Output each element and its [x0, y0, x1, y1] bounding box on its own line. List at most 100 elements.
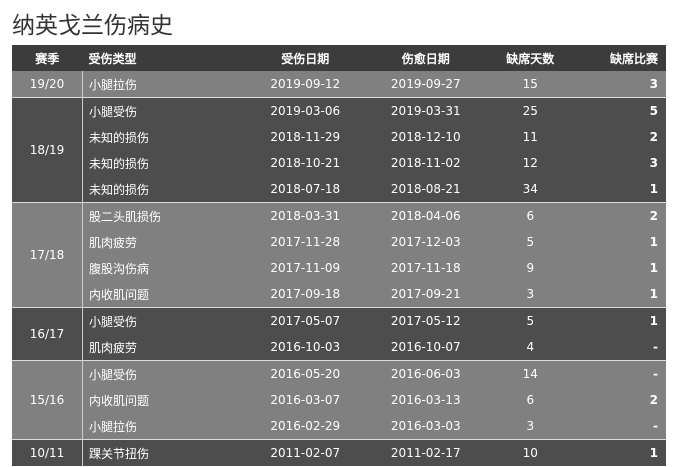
- table-body: 19/20 小腿拉伤 2019-09-12 2019-09-27 15 3 18/19 小腿受…: [12, 71, 666, 466]
- table-cell: 内收肌问题: [82, 281, 245, 308]
- table-cell: 2018-04-06: [365, 202, 487, 229]
- table-cell: 小腿受伤: [82, 360, 245, 387]
- table-cell: 5: [574, 97, 666, 124]
- table-cell: 2017-12-03: [365, 229, 487, 255]
- table-row: 19/20 小腿拉伤 2019-09-12 2019-09-27 15 3: [12, 71, 666, 98]
- table-cell: 1: [574, 439, 666, 466]
- table-cell: 5: [486, 229, 575, 255]
- table-row: 内收肌问题 2017-09-18 2017-09-21 3 1: [12, 281, 666, 308]
- table-cell: 未知的损伤: [82, 150, 245, 176]
- table-cell: 2017-05-12: [365, 307, 487, 334]
- table-cell: 4: [486, 334, 575, 361]
- table-cell: 2016-03-13: [365, 387, 487, 413]
- table-cell: 25: [486, 97, 575, 124]
- table-row: 16/17 小腿受伤 2017-05-07 2017-05-12 5 1: [12, 307, 666, 361]
- table-cell: 2016-10-07: [365, 334, 487, 361]
- table-cell: 2: [574, 124, 666, 150]
- table-cell: 1: [574, 255, 666, 281]
- table-cell: 踝关节扭伤: [82, 439, 245, 466]
- table-cell: 11: [486, 124, 575, 150]
- table-cell: 1: [574, 281, 666, 308]
- table-cell: 3: [486, 281, 575, 308]
- table-cell: 2016-05-20: [245, 360, 366, 387]
- table-row: 腹股沟伤病 2017-11-09 2017-11-18 9 1: [12, 255, 666, 281]
- table-cell: 小腿拉伤: [82, 413, 245, 440]
- season-cell: 16/17: [12, 307, 83, 361]
- season-cell: 10/11: [12, 439, 83, 466]
- table-row: 未知的损伤 2018-07-18 2018-08-21 34 1: [12, 176, 666, 203]
- table-cell: 2018-03-31: [245, 202, 366, 229]
- table-cell: 未知的损伤: [82, 124, 245, 150]
- table-cell: -: [574, 360, 666, 387]
- table-cell: 3: [574, 71, 666, 98]
- season-cell: 18/19: [12, 97, 83, 203]
- table-cell: 2017-09-18: [245, 281, 366, 308]
- table-row: 小腿拉伤 2016-02-29 2016-03-03 3-: [12, 413, 666, 440]
- table-row: 10/11 踝关节扭伤 2011-02-07 2011-02-17 10 1: [12, 439, 666, 466]
- table-row: 15/16 小腿受伤 2016-05-20 2016-06-03 14-: [12, 360, 666, 440]
- table-cell: 内收肌问题: [82, 387, 245, 413]
- table-cell: 2017-05-07: [245, 307, 366, 334]
- table-cell: 2016-02-29: [245, 413, 366, 440]
- table-cell: 2018-07-18: [245, 176, 366, 203]
- table-cell: 2017-11-09: [245, 255, 366, 281]
- table-cell: 腹股沟伤病: [82, 255, 245, 281]
- column-header: 赛季: [12, 45, 83, 71]
- table-cell: 2: [574, 202, 666, 229]
- table-row: 内收肌问题 2016-03-07 2016-03-13 6 2: [12, 387, 666, 413]
- table-cell: 2019-03-06: [245, 97, 366, 124]
- table-cell: 2019-03-31: [365, 97, 487, 124]
- table-cell: 2017-11-28: [245, 229, 366, 255]
- table-cell: 2016-06-03: [365, 360, 487, 387]
- table-cell: 2016-03-03: [365, 413, 487, 440]
- page-title: 纳英戈兰伤病史: [12, 13, 173, 39]
- table-cell: 1: [574, 229, 666, 255]
- table-cell: 34: [486, 176, 575, 203]
- table-cell: 股二头肌损伤: [82, 202, 245, 229]
- table-cell: 6: [486, 202, 575, 229]
- table-cell: 2018-11-29: [245, 124, 366, 150]
- table-row: 肌肉疲劳 2017-11-28 2017-12-03 5 1: [12, 229, 666, 255]
- table-cell: -: [574, 413, 666, 440]
- table-cell: 未知的损伤: [82, 176, 245, 203]
- table-cell: 2: [574, 387, 666, 413]
- table-cell: 15: [486, 71, 575, 98]
- table-cell: 5: [486, 307, 575, 334]
- column-header: 缺席天数: [486, 45, 575, 71]
- column-header: 伤愈日期: [365, 45, 487, 71]
- table-cell: 2019-09-12: [245, 71, 366, 98]
- table-cell: 12: [486, 150, 575, 176]
- table-cell: 9: [486, 255, 575, 281]
- table-cell: 2016-03-07: [245, 387, 366, 413]
- column-header: 受伤日期: [245, 45, 366, 71]
- table-cell: 10: [486, 439, 575, 466]
- table-cell: 1: [574, 307, 666, 334]
- table-row: 肌肉疲劳 2016-10-03 2016-10-07 4-: [12, 334, 666, 361]
- table-cell: 3: [574, 150, 666, 176]
- column-header: 缺席比赛: [574, 45, 666, 71]
- table-cell: 2017-09-21: [365, 281, 487, 308]
- column-header: 受伤类型: [82, 45, 245, 71]
- table-cell: 小腿受伤: [82, 97, 245, 124]
- season-cell: 17/18: [12, 202, 83, 308]
- table-cell: 2018-12-10: [365, 124, 487, 150]
- table-row: 18/19 小腿受伤 2019-03-06 2019-03-31 25 5: [12, 97, 666, 203]
- season-cell: 19/20: [12, 71, 83, 98]
- table-cell: 1: [574, 176, 666, 203]
- table-cell: 2011-02-17: [365, 439, 487, 466]
- table-cell: -: [574, 334, 666, 361]
- table-cell: 2019-09-27: [365, 71, 487, 98]
- table-cell: 14: [486, 360, 575, 387]
- header-row: 赛季 受伤类型 受伤日期 伤愈日期 缺席天数 缺席比赛: [12, 45, 666, 71]
- table-cell: 肌肉疲劳: [82, 334, 245, 361]
- table-cell: 2018-10-21: [245, 150, 366, 176]
- table-cell: 2011-02-07: [245, 439, 366, 466]
- season-cell: 15/16: [12, 360, 83, 440]
- table-row: 17/18 股二头肌损伤 2018-03-31 2018-04-06 6 2: [12, 202, 666, 308]
- table-cell: 2018-11-02: [365, 150, 487, 176]
- table-cell: 3: [486, 413, 575, 440]
- table-cell: 小腿拉伤: [82, 71, 245, 98]
- table-cell: 2017-11-18: [365, 255, 487, 281]
- table-cell: 2016-10-03: [245, 334, 366, 361]
